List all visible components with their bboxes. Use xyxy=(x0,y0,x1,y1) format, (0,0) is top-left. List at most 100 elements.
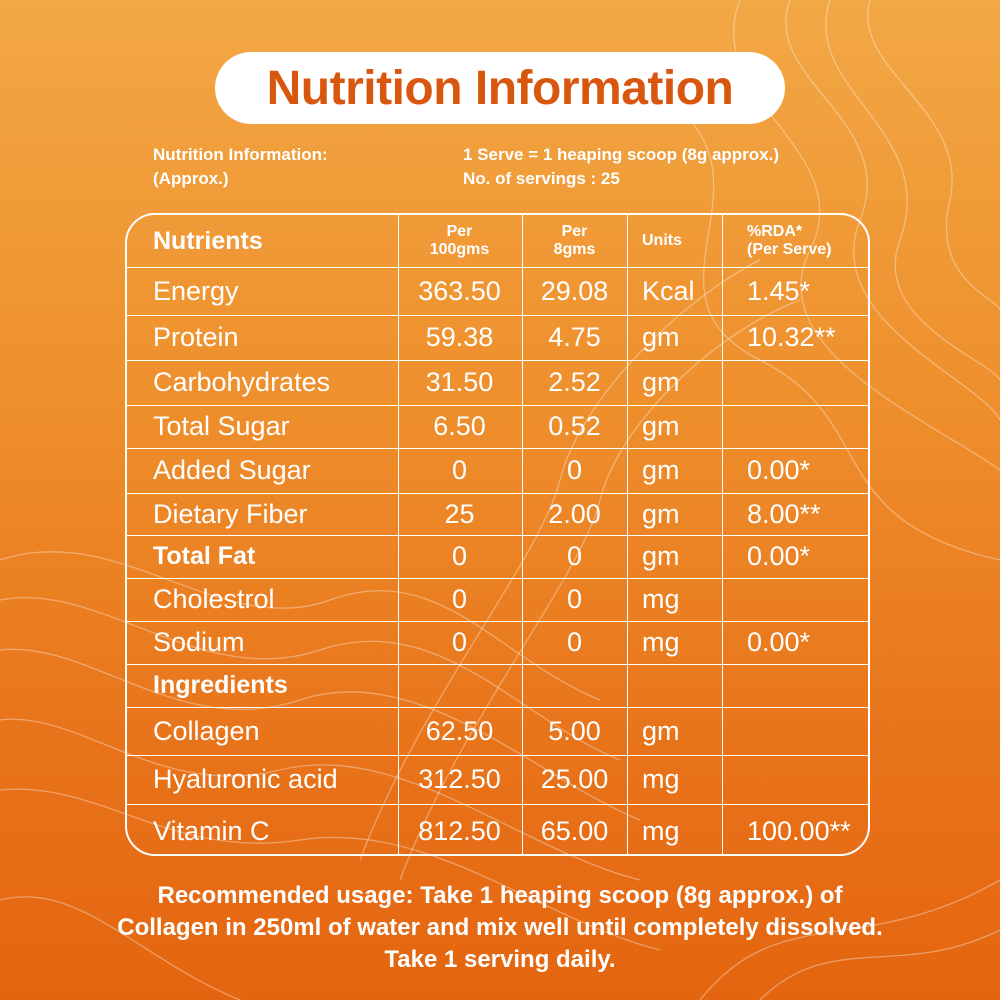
table-cell-rda: 8.00** xyxy=(747,498,821,529)
table-cell-per8: 2.00 xyxy=(548,498,601,529)
table-cell-unit: gm xyxy=(642,541,680,571)
table-cell-per8: 29.08 xyxy=(540,275,609,306)
table-row: Ingredients xyxy=(127,664,868,707)
table-cell-name: Vitamin C xyxy=(153,815,270,846)
table-row: Dietary Fiber 25 2.00 gm 8.00** xyxy=(127,493,868,535)
row-divider xyxy=(127,315,868,316)
table-row: Carbohydrates 31.50 2.52 gm xyxy=(127,360,868,405)
table-cell-unit: mg xyxy=(642,627,680,657)
header-rda-line2: (Per Serve) xyxy=(747,241,832,258)
header-per-100gms: Per 100gms xyxy=(397,215,522,267)
table-cell-unit: mg xyxy=(642,764,680,794)
recommended-usage: Recommended usage: Take 1 heaping scoop … xyxy=(40,880,960,976)
table-cell-name: Added Sugar xyxy=(153,455,311,485)
header-per-100-line2: 100gms xyxy=(429,241,490,258)
info-left: Nutrition Information: (Approx.) xyxy=(153,143,393,191)
row-divider xyxy=(127,664,868,665)
table-cell-unit: gm xyxy=(642,498,680,529)
table-cell-unit: gm xyxy=(642,367,680,397)
table-cell-rda xyxy=(747,360,868,405)
table-cell-per8: 0 xyxy=(566,541,583,571)
header-units: Units xyxy=(642,215,722,267)
table-cell-per100: 59.38 xyxy=(425,322,494,352)
table-cell-rda xyxy=(747,405,868,448)
row-divider xyxy=(127,267,868,268)
table-cell-rda: 100.00** xyxy=(747,815,851,846)
table-cell-per100: 6.50 xyxy=(433,411,486,441)
header-per-8-line2: 8gms xyxy=(553,241,596,258)
table-cell-per8 xyxy=(522,664,627,707)
table-row: Cholestrol 0 0 mg xyxy=(127,578,868,621)
header-per-8gms: Per 8gms xyxy=(522,215,627,267)
usage-line2: Collagen in 250ml of water and mix well … xyxy=(117,914,883,941)
table-cell-unit: gm xyxy=(642,455,680,485)
table-cell-rda: 10.32** xyxy=(747,322,836,352)
table-cell-rda xyxy=(747,578,868,621)
table-cell-per8: 5.00 xyxy=(548,715,601,746)
table-row: Total Sugar 6.50 0.52 gm xyxy=(127,405,868,448)
table-cell-per100: 312.50 xyxy=(418,764,501,794)
nutrition-table: Nutrients Per 100gms Per 8gms Units %RDA… xyxy=(125,213,870,856)
table-cell-name: Ingredients xyxy=(153,671,288,699)
table-cell-per100: 0 xyxy=(451,455,468,485)
table-cell-name: Collagen xyxy=(153,715,260,746)
table-cell-rda: 0.00* xyxy=(747,455,811,485)
table-row: Added Sugar 0 0 gm 0.00* xyxy=(127,448,868,493)
table-cell-rda: 1.45* xyxy=(747,275,811,306)
table-cell-per8: 25.00 xyxy=(540,764,609,794)
table-row: Protein 59.38 4.75 gm 10.32** xyxy=(127,315,868,360)
table-cell-per8: 0 xyxy=(566,455,583,485)
row-divider xyxy=(127,621,868,622)
header-per-8-line1: Per xyxy=(561,223,588,240)
row-divider xyxy=(127,535,868,536)
table-cell-per8: 2.52 xyxy=(548,367,601,397)
table-row: Total Fat 0 0 gm 0.00* xyxy=(127,535,868,578)
column-divider xyxy=(398,215,399,854)
table-cell-unit: gm xyxy=(642,322,680,352)
table-cell-name: Hyaluronic acid xyxy=(153,764,338,794)
table-cell-per100: 363.50 xyxy=(418,275,501,306)
table-cell-name: Sodium xyxy=(153,627,245,657)
table-cell-per100: 0 xyxy=(451,627,468,657)
table-cell-per8: 0.52 xyxy=(548,411,601,441)
table-cell-unit: gm xyxy=(642,715,680,746)
row-divider xyxy=(127,755,868,756)
servings-count: No. of servings : 25 xyxy=(463,169,620,188)
column-divider xyxy=(627,215,628,854)
row-divider xyxy=(127,405,868,406)
usage-line3: Take 1 serving daily. xyxy=(384,946,616,973)
row-divider xyxy=(127,448,868,449)
row-divider xyxy=(127,578,868,579)
header-nutrients: Nutrients xyxy=(153,226,263,255)
table-row: Sodium 0 0 mg 0.00* xyxy=(127,621,868,664)
table-cell-unit: mg xyxy=(642,815,680,846)
header-rda: %RDA* (Per Serve) xyxy=(747,215,868,267)
table-cell-per100: 31.50 xyxy=(425,367,494,397)
table-cell-per8: 0 xyxy=(566,627,583,657)
header-rda-line1: %RDA* xyxy=(747,223,803,240)
table-cell-per8: 4.75 xyxy=(548,322,601,352)
table-cell-per100: 25 xyxy=(444,498,475,529)
column-divider xyxy=(522,215,523,854)
table-cell-rda: 0.00* xyxy=(747,627,811,657)
table-cell-unit xyxy=(642,664,722,707)
table-cell-name: Dietary Fiber xyxy=(153,498,308,529)
row-divider xyxy=(127,707,868,708)
info-left-line1: Nutrition Information: xyxy=(153,145,328,164)
table-cell-per100: 62.50 xyxy=(425,715,494,746)
row-divider xyxy=(127,804,868,805)
info-left-line2: (Approx.) xyxy=(153,169,229,188)
info-right: 1 Serve = 1 heaping scoop (8g approx.) N… xyxy=(463,143,883,191)
table-cell-name: Total Fat xyxy=(153,542,256,570)
table-cell-name: Cholestrol xyxy=(153,584,275,614)
table-cell-name: Total Sugar xyxy=(153,411,290,441)
serve-size: 1 Serve = 1 heaping scoop (8g approx.) xyxy=(463,145,780,164)
table-row: Energy 363.50 29.08 Kcal 1.45* xyxy=(127,267,868,315)
header-units-label: Units xyxy=(642,232,682,249)
table-cell-name: Energy xyxy=(153,275,239,306)
row-divider xyxy=(127,360,868,361)
page-title: Nutrition Information xyxy=(266,61,734,115)
table-row: Collagen 62.50 5.00 gm xyxy=(127,707,868,755)
table-cell-name: Protein xyxy=(153,322,239,352)
usage-line1: Recommended usage: Take 1 heaping scoop … xyxy=(157,882,843,909)
